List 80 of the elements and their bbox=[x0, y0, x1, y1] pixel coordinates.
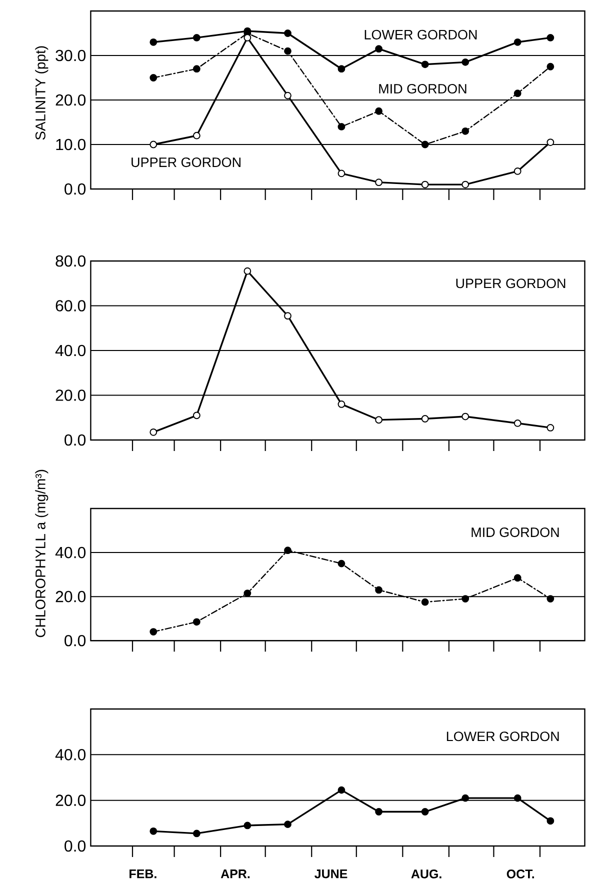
point bbox=[514, 90, 522, 98]
point bbox=[244, 34, 252, 42]
point bbox=[192, 830, 200, 838]
point bbox=[514, 574, 522, 582]
point bbox=[421, 60, 429, 68]
point bbox=[421, 808, 429, 816]
y-tick-label: 20.0 bbox=[56, 590, 86, 602]
point bbox=[244, 822, 252, 830]
point bbox=[192, 65, 200, 73]
point bbox=[546, 595, 554, 602]
point bbox=[338, 400, 346, 408]
y-axis-title: CHLOROPHYLL a (mg/m³) bbox=[35, 470, 48, 638]
y-tick-label: 40.0 bbox=[55, 546, 86, 558]
point bbox=[375, 178, 382, 186]
point bbox=[462, 412, 470, 420]
series-label: UPPER GORDON bbox=[132, 158, 240, 168]
point bbox=[284, 47, 292, 55]
point bbox=[462, 794, 470, 802]
x-tick-label: AUG. bbox=[411, 870, 442, 878]
point bbox=[244, 267, 252, 275]
text: MID GORDON bbox=[472, 528, 559, 538]
point bbox=[284, 92, 292, 100]
point bbox=[546, 62, 554, 70]
point bbox=[284, 312, 292, 320]
point bbox=[284, 820, 292, 828]
y-axis-title: SALINITY (ppt) bbox=[35, 46, 48, 140]
point bbox=[421, 598, 429, 606]
point bbox=[546, 817, 554, 825]
point bbox=[284, 30, 292, 37]
point bbox=[338, 65, 346, 73]
x-tick-label: FEB. bbox=[130, 870, 156, 878]
point bbox=[421, 415, 429, 422]
point bbox=[462, 180, 470, 188]
point bbox=[338, 123, 346, 130]
y-tick-label: 0.0 bbox=[64, 840, 86, 852]
point bbox=[338, 786, 346, 794]
point bbox=[375, 586, 382, 594]
y-tick-label: 60.0 bbox=[56, 300, 86, 312]
point bbox=[192, 132, 200, 140]
x-tick-label: OCT. bbox=[506, 870, 534, 878]
y-tick-label: 40.0 bbox=[55, 749, 86, 760]
y-tick-label: 40.0 bbox=[55, 344, 86, 356]
y-tick-label: 0.0 bbox=[64, 434, 86, 446]
y-tick-label: 30.0 bbox=[56, 50, 86, 62]
x-tick-label: JUNE bbox=[314, 870, 348, 878]
point bbox=[462, 127, 470, 135]
x-tick-label: APR. bbox=[220, 870, 250, 878]
point bbox=[514, 38, 522, 46]
y-tick-label: 20.0 bbox=[56, 390, 86, 401]
y-tick-label: 10.0 bbox=[56, 138, 86, 150]
y-tick-label: 80.0 bbox=[56, 255, 86, 267]
point bbox=[421, 180, 429, 188]
point bbox=[338, 170, 346, 178]
point bbox=[514, 168, 522, 175]
text: UPPER GORDON bbox=[456, 278, 566, 288]
series-label: LOWER GORDON bbox=[364, 30, 477, 40]
point bbox=[284, 546, 292, 554]
point bbox=[192, 34, 200, 42]
point bbox=[244, 590, 252, 597]
point bbox=[514, 794, 522, 802]
point bbox=[546, 34, 554, 42]
point bbox=[375, 45, 382, 53]
point bbox=[375, 416, 382, 424]
y-tick-label: 0.0 bbox=[64, 183, 86, 195]
point bbox=[375, 107, 382, 115]
point bbox=[421, 140, 429, 148]
point bbox=[462, 58, 470, 66]
point bbox=[546, 138, 554, 146]
point bbox=[192, 412, 200, 420]
point bbox=[514, 420, 522, 427]
point bbox=[546, 424, 554, 432]
y-tick-label: 20.0 bbox=[56, 794, 86, 806]
y-tick-label: 20.0 bbox=[56, 94, 86, 106]
point bbox=[375, 808, 382, 816]
series-label: MID GORDON bbox=[379, 84, 466, 94]
point bbox=[192, 618, 200, 626]
point bbox=[338, 560, 346, 568]
text: LOWER GORDON bbox=[446, 732, 559, 742]
y-tick-label: 0.0 bbox=[64, 634, 86, 646]
point bbox=[462, 595, 470, 602]
